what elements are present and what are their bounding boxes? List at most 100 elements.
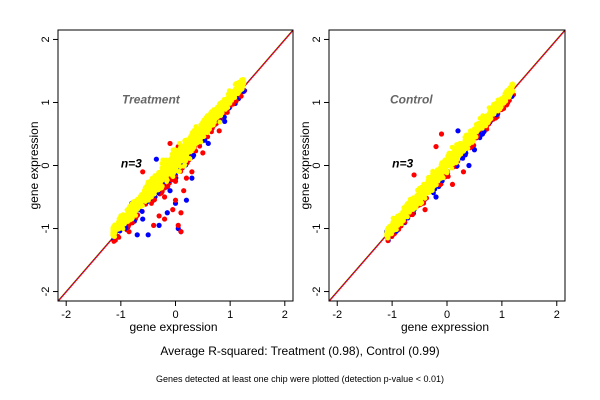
yellow-point [180,149,186,155]
x-tick-label: -2 [332,309,342,321]
yellow-point [122,220,128,226]
yellow-point [430,174,436,180]
y-tick-label: -1 [311,224,323,234]
yellow-point [162,162,167,168]
yellow-point [144,193,150,199]
yellow-point [125,207,131,213]
red-point [167,140,173,147]
y-tick-label: 2 [40,36,52,42]
sample-size-annotation: n=3 [392,156,413,170]
blue-point [222,118,228,124]
yellow-point [435,178,441,184]
blue-point [183,197,190,203]
yellow-point [151,191,157,197]
yellow-point [226,88,232,94]
red-point [437,182,443,188]
yellow-point [449,144,455,150]
yellow-point [184,140,190,146]
yellow-point [210,122,216,128]
red-point [197,143,203,149]
red-point [151,222,157,228]
yellow-point [225,101,231,107]
plot-area [329,30,565,301]
yellow-point [211,110,217,115]
blue-point [433,194,439,200]
blue-point [145,232,151,238]
yellow-point [181,163,187,169]
yellow-point [168,155,174,161]
yellow-point [384,232,390,237]
yellow-point [430,181,436,187]
blue-point [205,140,211,147]
blue-point [153,156,159,162]
yellow-point [237,81,243,87]
yellow-point [160,171,166,177]
blue-point [466,162,472,169]
panel-title: Control [390,93,433,107]
yellow-point [483,113,489,119]
red-point [183,175,190,181]
yellow-point [504,95,509,100]
yellow-point [495,105,501,111]
yellow-point [176,163,182,169]
blue-point [455,128,461,134]
plot-area [58,30,293,301]
yellow-point [176,153,182,158]
red-point [161,194,168,200]
red-point [149,201,154,206]
yellow-point [430,168,436,174]
y-tick-label: 1 [311,99,323,105]
yellow-point [198,122,204,128]
red-point [140,169,146,175]
blue-point [140,216,146,222]
yellow-point [172,160,178,166]
yellow-point [188,141,194,147]
yellow-point [229,92,235,98]
yellow-point [130,209,136,215]
yellow-point [137,201,143,207]
yellow-point [144,182,150,188]
yellow-point [395,213,401,219]
yellow-point [198,139,204,145]
panel-treatment: -2 -1 0 1 2 -2 -1 0 1 2 gene expression gene expres… [27,29,294,334]
y-tick-label: 2 [311,36,323,42]
red-point [433,143,439,150]
yellow-point [194,134,200,139]
yellow-point [459,147,465,153]
yellow-point [221,96,227,102]
red-point [126,229,132,235]
y-tick-label: 1 [40,99,52,105]
red-point [156,213,162,219]
red-point [411,172,417,178]
red-point [175,222,181,228]
y-tick-label: -2 [40,287,52,297]
blue-point [191,152,197,158]
yellow-point [188,134,194,140]
yellow-point [445,161,451,167]
x-tick-label: -1 [116,309,126,321]
yellow-point [425,181,431,187]
blue-point [167,188,173,194]
yellow-point [413,205,419,210]
panel-control: -2 -1 0 1 2 -2 -1 0 1 2 gene expression gene expres… [298,29,566,334]
y-tick-label: 0 [40,162,52,168]
yellow-point [449,153,455,159]
yellow-point [119,215,124,221]
yellow-point [181,156,187,161]
yellow-point [168,172,174,177]
yellow-point [434,171,440,177]
yellow-point [490,104,496,109]
yellow-point [190,147,196,152]
red-point [172,197,179,203]
x-axis-label: gene expression [401,320,489,334]
red-point [152,197,157,203]
yellow-point [492,109,498,115]
red-point [449,181,456,188]
x-tick-label: 1 [499,309,505,321]
y-tick-label: 0 [311,162,323,168]
yellow-point [483,123,489,129]
yellow-point [133,198,138,204]
yellow-point [439,167,445,172]
x-tick-label: -2 [61,309,71,321]
